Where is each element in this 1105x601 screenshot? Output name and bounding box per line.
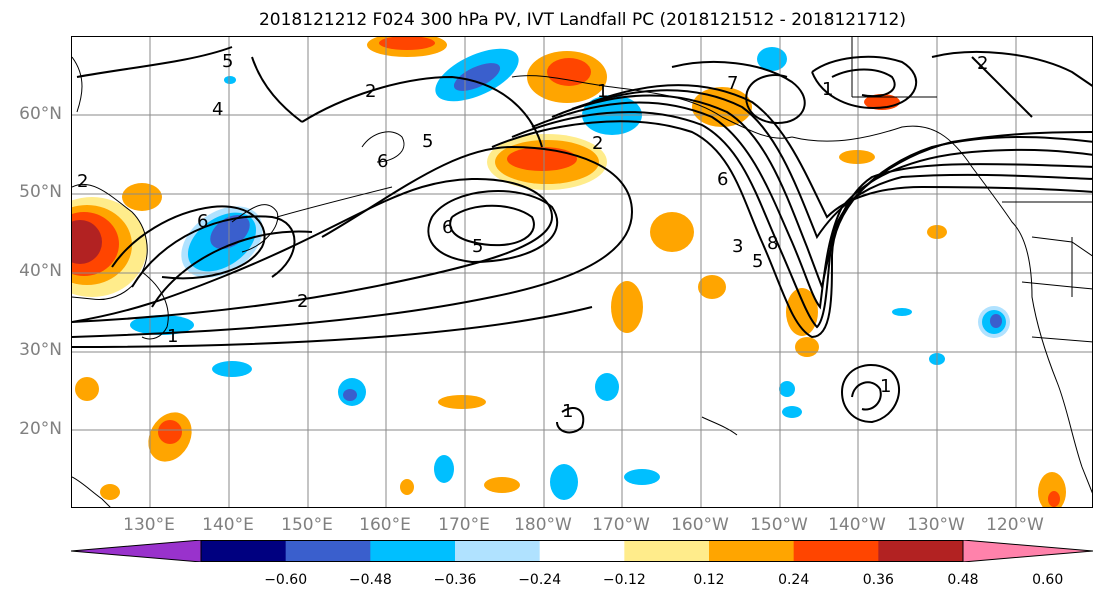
contour-label: 2	[977, 53, 988, 74]
colorbar-segment	[878, 540, 964, 562]
graticule	[72, 37, 1092, 507]
contour-label: 2	[592, 133, 603, 154]
lat-label-50: 50°N	[19, 182, 62, 202]
contour-label: 6	[717, 169, 728, 190]
contour-labels: 2 4 6 2 5 1 2 5 6 6 5 2 1 7 1 6 8 3 5 2 …	[77, 51, 988, 422]
lon-label-170w: 170°W	[592, 515, 650, 535]
lat-label-30: 30°N	[19, 340, 62, 360]
colorbar-tick-label: 0.36	[862, 572, 894, 588]
colorbar-segment	[285, 540, 371, 562]
lon-label-140w: 140°W	[828, 515, 886, 535]
lat-label-40: 40°N	[19, 261, 62, 281]
colorbar-tick-label: −0.12	[602, 572, 646, 588]
colorbar-segment	[793, 540, 879, 562]
colorbar-segment	[709, 540, 795, 562]
colorbar-extend-low	[70, 539, 202, 563]
contour-label: 5	[752, 251, 763, 272]
lon-label-120w: 120°W	[986, 515, 1044, 535]
contour-label: 8	[767, 233, 778, 254]
colorbar-segment	[201, 540, 287, 562]
map-canvas: 2 4 6 2 5 1 2 5 6 6 5 2 1 7 1 6 8 3 5 2 …	[72, 37, 1092, 507]
colorbar-tick-label: 0.48	[947, 572, 979, 588]
colorbar-outline	[200, 540, 964, 562]
contour-label: 4	[212, 99, 223, 120]
lon-label-160e: 160°E	[359, 515, 411, 535]
lon-label-170e: 170°E	[438, 515, 490, 535]
contour-label: 5	[222, 51, 233, 72]
lon-label-160w: 160°W	[671, 515, 729, 535]
map-title: 2018121212 F024 300 hPa PV, IVT Landfall…	[258, 10, 906, 30]
colorbar-segment	[539, 540, 625, 562]
lat-label-60: 60°N	[19, 104, 62, 124]
contour-label: 2	[365, 81, 376, 102]
contour-label: 1	[562, 401, 573, 422]
colorbar-tick-label: 0.60	[1032, 572, 1064, 588]
contour-label: 2	[77, 171, 88, 192]
colorbar-extend-high	[962, 539, 1094, 563]
lon-label-150w: 150°W	[750, 515, 808, 535]
colorbar-canvas	[70, 539, 1094, 563]
colorbar-tick-label: −0.60	[264, 572, 308, 588]
colorbar-tick-label: 0.12	[693, 572, 725, 588]
contour-label: 1	[597, 81, 608, 102]
colorbar-segment	[370, 540, 456, 562]
contour-label: 5	[422, 131, 433, 152]
contour-label: 6	[197, 211, 208, 232]
colorbar-tick-label: −0.48	[348, 572, 392, 588]
contour-label: 1	[167, 326, 178, 347]
lon-label-140e: 140°E	[202, 515, 254, 535]
contour-label: 1	[880, 376, 891, 397]
contour-label: 6	[377, 151, 388, 172]
pv-contours	[72, 46, 1092, 434]
colorbar-segment	[624, 540, 710, 562]
lon-label-130e: 130°E	[123, 515, 175, 535]
map-panel: 2 4 6 2 5 1 2 5 6 6 5 2 1 7 1 6 8 3 5 2 …	[71, 36, 1093, 508]
colorbar	[70, 539, 1094, 563]
contour-label: 5	[472, 236, 483, 257]
lon-label-180w: 180°W	[514, 515, 572, 535]
lat-label-20: 20°N	[19, 419, 62, 439]
contour-label: 7	[727, 73, 738, 94]
lon-label-150e: 150°E	[281, 515, 333, 535]
coastlines	[72, 37, 1092, 507]
colorbar-tick-label: −0.36	[433, 572, 477, 588]
contour-label: 3	[732, 236, 743, 257]
colorbar-tick-label: 0.24	[778, 572, 810, 588]
lon-label-130w: 130°W	[907, 515, 965, 535]
contour-label: 2	[297, 291, 308, 312]
colorbar-tick-label: −0.24	[518, 572, 562, 588]
contour-label: 6	[442, 217, 453, 238]
contour-label: 1	[822, 79, 833, 100]
colorbar-segment	[455, 540, 541, 562]
